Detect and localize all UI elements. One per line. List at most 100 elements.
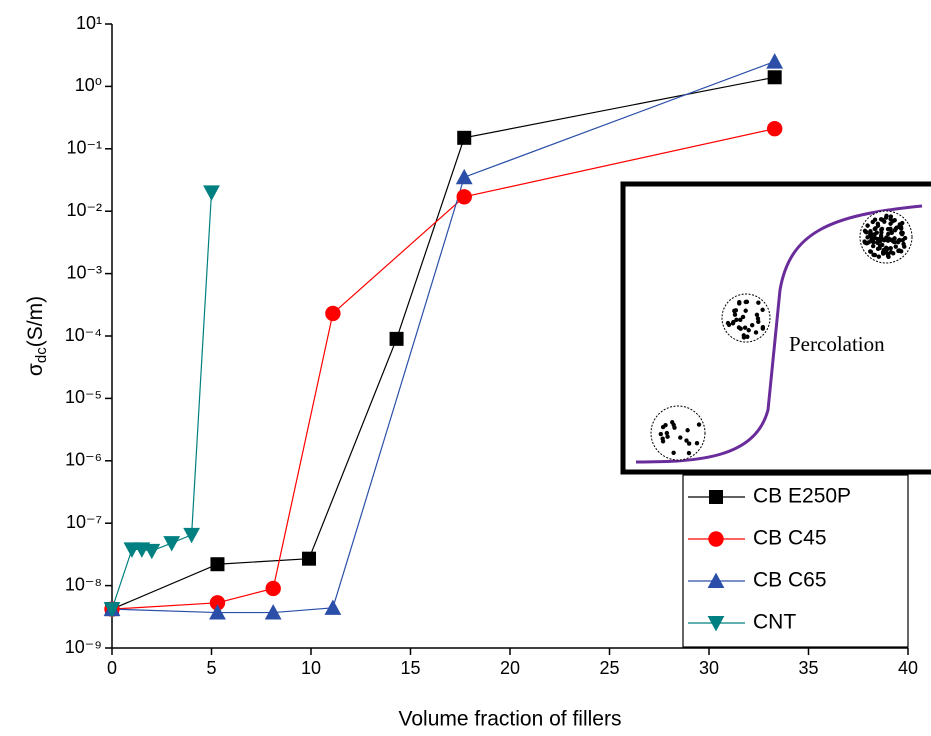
particle (750, 322, 755, 328)
y-label-symbol: σ (24, 363, 47, 376)
marker (708, 531, 724, 547)
particle (888, 226, 893, 232)
marker (163, 536, 181, 552)
marker (389, 331, 404, 346)
particle (732, 308, 737, 314)
particle (871, 236, 877, 241)
particle (665, 434, 670, 439)
particle (756, 300, 761, 305)
y-tick-label: 10⁻⁷ (66, 512, 102, 532)
particle (738, 326, 743, 331)
marker (766, 53, 784, 69)
particle (756, 319, 761, 324)
inset-curve (635, 204, 923, 464)
particle (685, 428, 690, 433)
particle (725, 320, 731, 326)
x-tick-label: 30 (699, 658, 719, 678)
particle (871, 252, 876, 258)
particle (678, 435, 683, 440)
particle (900, 230, 905, 236)
particle (870, 219, 875, 225)
marker (707, 572, 725, 588)
marker (103, 602, 121, 618)
y-tick-label: 10⁻⁵ (65, 387, 102, 407)
legend-label: CB C65 (753, 569, 827, 592)
particle (696, 422, 702, 427)
particle (893, 226, 899, 231)
marker (210, 557, 225, 572)
x-tick-label: 10 (301, 658, 321, 678)
particle (898, 226, 904, 231)
series-line (111, 76, 775, 610)
particle (896, 238, 901, 244)
particle (874, 230, 879, 235)
legend-label: CNT (753, 611, 796, 634)
particle (741, 335, 747, 340)
particle (890, 218, 895, 224)
x-tick-label: 40 (898, 658, 918, 678)
particle (868, 249, 874, 254)
particle (882, 219, 887, 224)
marker (324, 599, 342, 615)
y-tick-label: 10⁻⁹ (65, 637, 102, 657)
particle (877, 245, 882, 251)
x-tick-label: 0 (107, 658, 117, 678)
x-tick-label: 15 (400, 658, 420, 678)
x-tick-label: 20 (500, 658, 520, 678)
y-tick-label: 10⁻⁸ (65, 574, 102, 594)
marker (325, 305, 341, 322)
y-tick-label: 10⁻⁶ (65, 450, 102, 470)
y-tick-label: 10⁻⁴ (65, 325, 102, 345)
legend: CB E250P CB C45 CB C65 CNT (682, 474, 909, 648)
marker (457, 130, 472, 145)
particle (888, 245, 893, 251)
x-tick-label: 5 (206, 658, 216, 678)
marker (209, 595, 226, 611)
particle (883, 245, 889, 251)
particle (660, 424, 666, 430)
particle (875, 240, 880, 246)
particle (893, 244, 898, 249)
particle (879, 226, 885, 232)
particle (754, 312, 760, 318)
particle (881, 251, 886, 256)
marker (183, 527, 200, 544)
y-tick-label: 10⁰ (75, 75, 102, 95)
marker (707, 616, 725, 632)
legend-label: CB E250P (753, 485, 851, 508)
particle (873, 226, 878, 231)
particle (889, 230, 894, 236)
particle (886, 231, 891, 237)
particle (660, 439, 666, 444)
y-tick-label: 10⁻¹ (66, 138, 102, 158)
particle (868, 239, 873, 244)
particle (760, 326, 766, 331)
y-label-subscript: dc (33, 347, 50, 363)
particle (865, 235, 870, 240)
particle (694, 441, 700, 446)
y-axis-label: σdc(S/m) (24, 296, 50, 376)
particle (745, 334, 750, 339)
particle (865, 223, 870, 228)
marker (455, 168, 473, 185)
particle (742, 325, 748, 330)
marker (767, 70, 782, 85)
particle (884, 213, 889, 219)
particle (738, 317, 743, 323)
marker (302, 551, 317, 566)
particle (900, 220, 905, 226)
particle (737, 300, 742, 305)
particle (864, 241, 869, 246)
particle (896, 248, 901, 253)
marker (766, 120, 783, 137)
particle (875, 236, 880, 242)
particle (743, 299, 748, 305)
particle (664, 430, 670, 436)
particle (732, 312, 738, 317)
series-line (111, 61, 775, 614)
inset: Percolation (620, 181, 931, 475)
particle (876, 254, 882, 259)
particle (901, 241, 906, 247)
series-line (111, 128, 775, 610)
particle (868, 232, 873, 237)
